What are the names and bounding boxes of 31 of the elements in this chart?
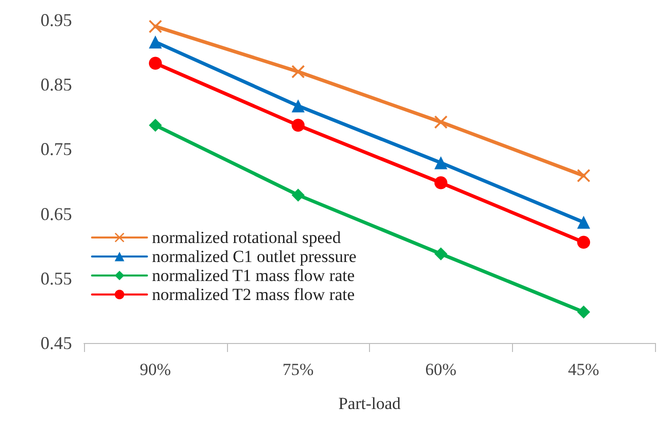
point xyxy=(577,236,590,249)
point xyxy=(148,20,162,33)
point xyxy=(292,188,305,202)
point xyxy=(292,65,305,78)
legend-label: normalized T2 mass flow rate xyxy=(152,285,355,304)
point xyxy=(577,305,590,318)
x-tick-label: 45% xyxy=(568,360,600,379)
x-tick-label: 60% xyxy=(425,360,456,379)
y-tick-label: 0.95 xyxy=(40,10,72,30)
point xyxy=(577,169,590,182)
y-tick-label: 0.55 xyxy=(40,268,72,288)
point xyxy=(292,99,305,112)
point xyxy=(292,118,305,132)
x-axis-title: Part-load xyxy=(338,394,402,413)
x-tick-label: 75% xyxy=(282,360,314,379)
point xyxy=(434,247,448,260)
point xyxy=(577,216,590,229)
point xyxy=(148,118,162,132)
legend-label: normalized T1 mass flow rate xyxy=(152,266,355,285)
x-tick-label: 90% xyxy=(140,360,171,379)
y-tick-label: 0.75 xyxy=(40,139,72,160)
point xyxy=(434,156,448,170)
legend-label: normalized rotational speed xyxy=(152,228,342,247)
y-tick-label: 0.85 xyxy=(40,74,72,95)
y-tick-label: 0.65 xyxy=(40,204,72,224)
point xyxy=(434,176,448,190)
legend-label: normalized C1 outlet pressure xyxy=(152,247,356,266)
y-tick-label: 0.45 xyxy=(40,333,72,353)
point xyxy=(148,56,162,70)
point xyxy=(148,35,162,48)
point xyxy=(434,116,448,129)
